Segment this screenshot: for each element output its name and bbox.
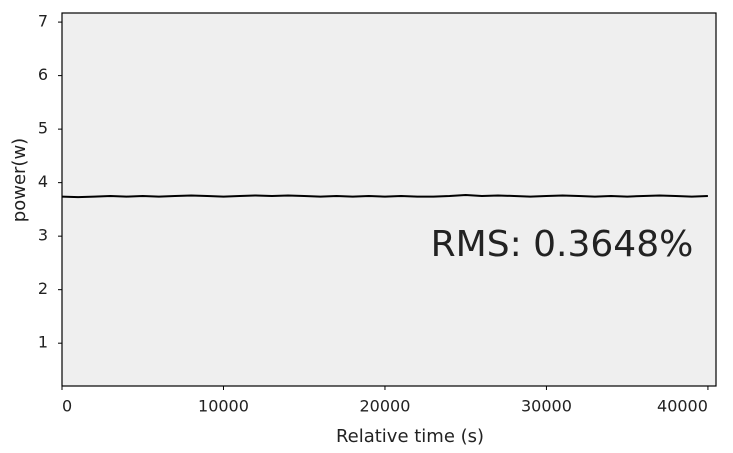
y-tick-label: 6 [38,65,48,84]
x-tick-label: 10000 [198,397,249,416]
plot-area [61,12,717,387]
x-tick-label: 0 [62,397,72,416]
y-tick-label: 1 [38,333,48,352]
x-tick-label: 40000 [657,397,708,416]
y-tick-label: 7 [38,12,48,31]
x-axis-label: Relative time (s) [336,426,484,447]
data-line [61,193,708,199]
annotation: RMS: 0.3648% [431,224,694,265]
y-tick-label: 2 [38,279,48,298]
x-tick-label: 30000 [521,397,572,416]
y-tick-label: 5 [38,119,48,138]
x-tick-label: 20000 [360,397,411,416]
y-axis-label: power(w) [9,138,30,222]
y-tick-label: 3 [38,226,48,245]
y-tick-label: 4 [38,172,48,191]
